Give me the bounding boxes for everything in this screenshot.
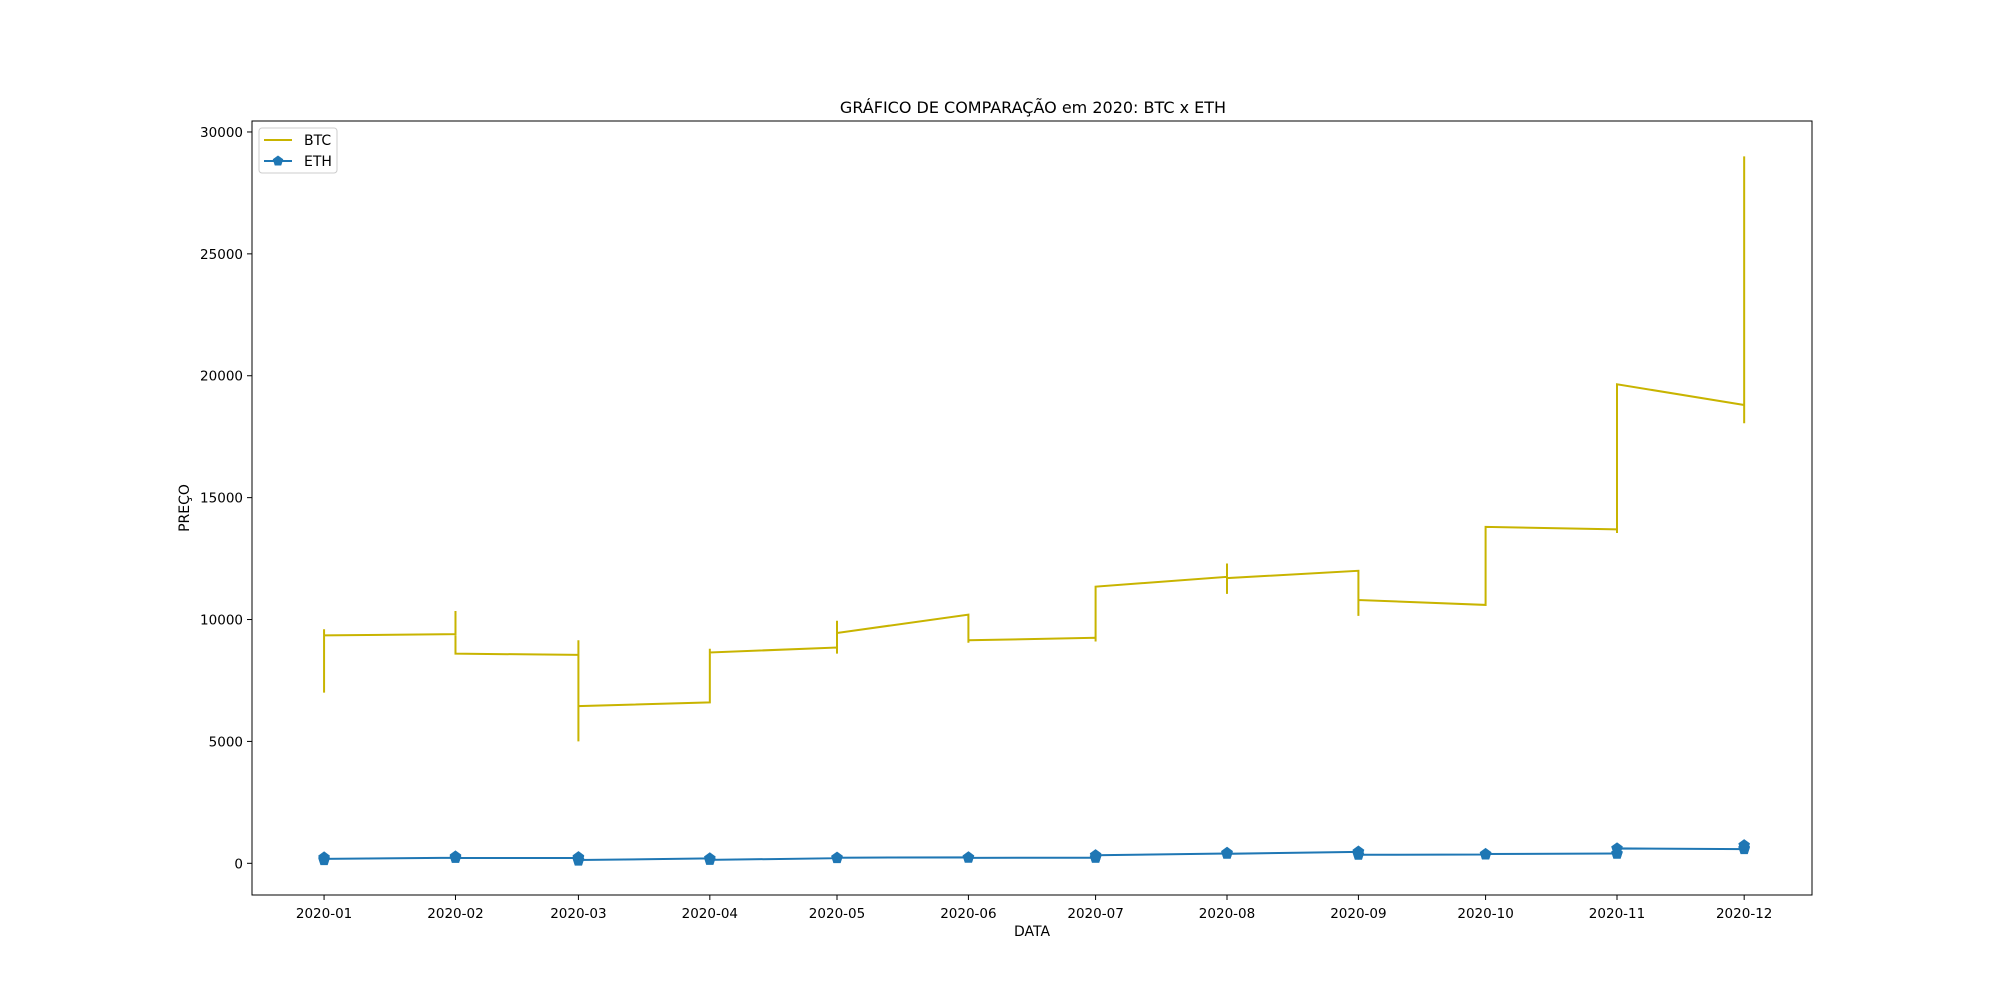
series-eth: [318, 839, 1750, 866]
x-tick-label: 2020-02: [427, 906, 483, 922]
y-tick-label: 15000: [200, 491, 243, 507]
x-tick-label: 2020-01: [296, 906, 352, 922]
x-tick-label: 2020-10: [1457, 906, 1513, 922]
y-axis: 0 5000 10000 15000 20000 25000 30000: [200, 125, 252, 872]
series-eth-point: [1221, 847, 1233, 859]
y-tick-label: 5000: [209, 734, 243, 750]
series-eth-point: [1352, 848, 1365, 860]
series-layer: [318, 156, 1750, 866]
legend-btc-label: BTC: [304, 133, 331, 149]
x-tick-label: 2020-09: [1330, 906, 1386, 922]
series-eth-point: [831, 851, 843, 863]
legend-eth-label: ETH: [304, 154, 332, 170]
y-tick-label: 25000: [200, 247, 243, 263]
x-tick-label: 2020-04: [682, 906, 738, 922]
x-tick-label: 2020-06: [940, 906, 996, 922]
series-eth-point: [962, 851, 975, 863]
series-eth-point: [1479, 847, 1492, 859]
legend: BTC ETH: [258, 127, 338, 174]
series-eth-point: [704, 853, 716, 865]
y-tick-label: 10000: [200, 613, 243, 629]
series-eth-point: [1611, 842, 1623, 854]
y-tick-label: 30000: [200, 125, 243, 141]
x-tick-label: 2020-05: [809, 906, 865, 922]
series-eth-point: [572, 853, 585, 865]
x-axis-label: DATA: [1014, 924, 1050, 940]
series-eth-point: [449, 851, 462, 863]
x-tick-label: 2020-03: [550, 906, 606, 922]
chart-title: GRÁFICO DE COMPARAÇÃO em 2020: BTC x ETH: [840, 98, 1226, 117]
y-tick-label: 20000: [200, 369, 243, 385]
series-eth-point: [318, 852, 330, 864]
series-eth-point: [1089, 849, 1102, 861]
x-tick-label: 2020-08: [1199, 906, 1255, 922]
x-tick-label: 2020-07: [1067, 906, 1123, 922]
y-tick-label: 0: [234, 856, 243, 872]
series-btc-line: [323, 156, 1746, 742]
y-axis-label: PREÇO: [177, 484, 193, 532]
series-eth-point: [1738, 839, 1750, 851]
x-tick-label: 2020-12: [1716, 906, 1772, 922]
plot-area: [251, 120, 1813, 896]
series-btc: [323, 156, 1746, 742]
plot-frame: [251, 120, 1813, 896]
x-tick-label: 2020-11: [1589, 906, 1645, 922]
legend-eth-marker: [272, 155, 284, 166]
x-axis: 2020-01 2020-02 2020-03 2020-04 2020-05 2020-…: [296, 895, 1772, 922]
